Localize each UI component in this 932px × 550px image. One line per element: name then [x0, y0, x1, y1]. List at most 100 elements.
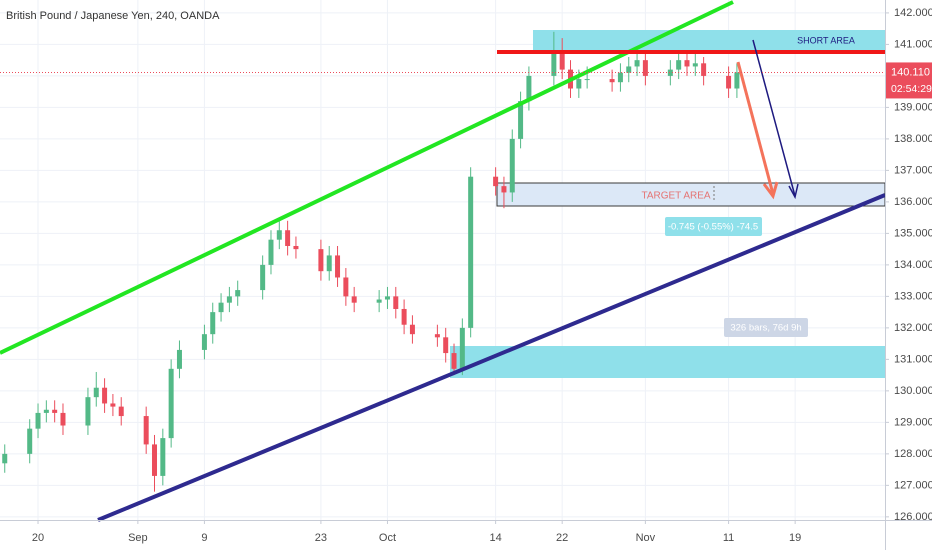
- candle-body: [676, 60, 682, 70]
- candle-body: [60, 412, 66, 426]
- short-area-label: SHORT AREA: [797, 35, 855, 45]
- measure-label: -0.745 (-0.55%) -74.5: [668, 222, 758, 233]
- candle-body: [584, 79, 590, 81]
- measure-box: [665, 217, 762, 236]
- y-tick-label: 141.000: [894, 38, 932, 50]
- y-tick-label: 136.000: [894, 196, 932, 208]
- candle-body: [634, 60, 640, 67]
- y-tick-label: 134.000: [894, 259, 932, 271]
- candle-body: [617, 72, 623, 83]
- candle-body: [701, 63, 707, 76]
- candle-body: [93, 387, 99, 398]
- candle-body: [443, 337, 449, 354]
- candle-body: [734, 72, 740, 89]
- axes: 126.000 127.000 128.000 129.000 130.000 131.0…: [32, 7, 932, 544]
- y-tick-label: 128.000: [894, 448, 932, 460]
- candle-body: [27, 428, 33, 454]
- candle-body: [684, 60, 690, 67]
- candle-body: [2, 453, 8, 464]
- candle-body: [102, 387, 108, 404]
- candle-body: [409, 324, 415, 335]
- candle-body: [559, 50, 565, 70]
- candle-body: [692, 63, 698, 67]
- y-tick-label: 129.000: [894, 416, 932, 428]
- drawings: SHORT AREA TARGET AREA -0.745 (-0.55%) -…: [0, 0, 886, 522]
- last-price-label: 140.110: [891, 66, 930, 78]
- x-tick-label: 22: [556, 532, 568, 544]
- candle-body: [210, 312, 216, 335]
- y-tick-label: 131.000: [894, 353, 932, 365]
- y-tick-label: 127.000: [894, 479, 932, 491]
- candle-body: [168, 368, 174, 439]
- candle-body: [260, 264, 266, 291]
- candle-body: [526, 75, 532, 102]
- candle-body: [576, 79, 582, 89]
- candle-body: [401, 308, 407, 325]
- y-tick-label: 130.000: [894, 385, 932, 397]
- y-tick-label: 133.000: [894, 290, 932, 302]
- candle-body: [551, 50, 557, 76]
- candle-body: [376, 299, 382, 303]
- candle-body: [468, 176, 474, 328]
- candle-body: [501, 186, 507, 193]
- candle-body: [434, 334, 440, 338]
- trend-line: [0, 0, 734, 355]
- candles: [2, 31, 740, 492]
- candle-body: [110, 403, 116, 407]
- candle-body: [176, 349, 182, 369]
- x-tick-label: Sep: [128, 532, 148, 544]
- arrow-head: [762, 181, 779, 200]
- candle-body: [493, 176, 499, 187]
- x-tick-label: 23: [315, 532, 327, 544]
- candle-body: [226, 296, 232, 303]
- last-price-box: [886, 62, 932, 99]
- candle-body: [160, 438, 166, 476]
- x-tick-label: 20: [32, 532, 44, 544]
- candle-body: [326, 255, 332, 272]
- candle-body: [268, 239, 274, 265]
- candle-body: [626, 66, 632, 73]
- candle-body: [85, 397, 91, 426]
- candle-body: [726, 75, 732, 89]
- y-tick-label: 137.000: [894, 164, 932, 176]
- candle-body: [667, 69, 673, 76]
- candle-body: [218, 302, 224, 313]
- candle-body: [35, 412, 41, 429]
- y-tick-label: 142.000: [894, 7, 932, 19]
- candle-body: [285, 230, 291, 246]
- short-area-box: [533, 30, 885, 52]
- candle-body: [318, 249, 324, 272]
- candle-body: [43, 409, 49, 413]
- candle-body: [118, 406, 124, 417]
- candle-body: [384, 296, 390, 300]
- target-area-label: TARGET AREA: [641, 191, 710, 202]
- arrow: [752, 39, 796, 197]
- arrow-head: [788, 183, 799, 200]
- candle-body: [351, 296, 357, 303]
- countdown-label: 02:54:29: [891, 83, 932, 95]
- candle-body: [509, 138, 515, 193]
- candle-body: [393, 296, 399, 309]
- candle-body: [451, 353, 457, 369]
- candle-body: [293, 245, 299, 250]
- support-box: [450, 346, 885, 378]
- candle-body: [276, 230, 282, 240]
- candle-body: [143, 416, 149, 445]
- candle-body: [52, 409, 58, 413]
- drawings: [450, 30, 886, 378]
- y-tick-label: 132.000: [894, 322, 932, 334]
- x-tick-label: 19: [789, 532, 801, 544]
- x-tick-label: Nov: [636, 532, 656, 544]
- chart-title: British Pound / Japanese Yen, 240, OANDA: [6, 10, 220, 22]
- arrow: [736, 61, 775, 195]
- y-tick-label: 138.000: [894, 133, 932, 145]
- range-label: 326 bars, 76d 9h: [730, 323, 801, 334]
- candle-body: [201, 334, 207, 350]
- candle-body: [459, 327, 465, 369]
- x-tick-label: Oct: [379, 532, 396, 544]
- candle-body: [642, 60, 648, 76]
- candle-body: [335, 255, 341, 278]
- candle-body: [518, 101, 524, 139]
